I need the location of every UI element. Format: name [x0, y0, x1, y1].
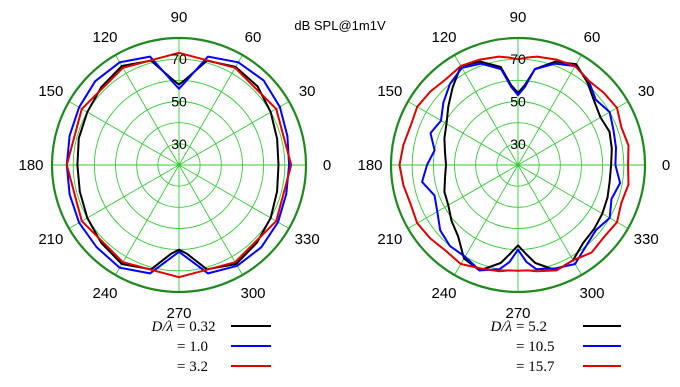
angle-tick-label: 90 [510, 9, 527, 26]
grid-spoke [517, 164, 582, 276]
angle-tick-label: 210 [377, 231, 402, 248]
angle-tick-label: 120 [92, 29, 117, 46]
grid-spoke [407, 164, 519, 229]
radial-tick-label: 30 [171, 136, 187, 152]
angle-tick-label: 330 [634, 231, 659, 248]
series-line [65, 51, 293, 279]
angle-tick-label: 210 [38, 231, 63, 248]
legend-label: = 3.2 [177, 359, 208, 375]
angle-tick-label: 150 [38, 83, 63, 100]
angle-tick-label: 30 [638, 83, 655, 100]
radial-tick-label: 70 [510, 51, 526, 67]
plot-border [389, 36, 647, 294]
right-polar-plot: 30 50 70 0 30 60 90 120 150 180 210 240 270 300 330 [357, 9, 670, 322]
legend-label: = 10.5 [516, 339, 554, 355]
grid-spoke [517, 164, 629, 229]
grid-spoke [454, 54, 519, 166]
grid-spoke [178, 164, 290, 229]
radial-tick-label: 50 [510, 94, 526, 110]
angle-tick-label: 180 [18, 157, 43, 174]
angle-tick-label: 30 [299, 83, 316, 100]
grid-spoke [517, 54, 582, 166]
left-legend: D/λ = 0.32 = 1.0 = 3.2 [151, 319, 271, 375]
legend-label: = 5.2 [516, 319, 547, 335]
angle-tick-label: 0 [323, 157, 331, 174]
legend-label: = 15.7 [516, 359, 555, 375]
angle-tick-label: 150 [377, 83, 402, 100]
legend-variable: D/λ [151, 319, 174, 335]
angle-tick-label: 240 [431, 285, 456, 302]
grid-spoke [68, 101, 180, 166]
angle-tick-label: 270 [505, 305, 530, 322]
angle-tick-label: 330 [295, 231, 320, 248]
series-line [398, 55, 630, 273]
grid-spoke [115, 164, 180, 276]
legend-label: = 0.32 [177, 319, 215, 335]
angle-tick-label: 300 [579, 285, 604, 302]
grid-spoke [178, 54, 243, 166]
angle-tick-label: 180 [357, 157, 382, 174]
grid-spoke [178, 164, 243, 276]
angle-tick-label: 60 [584, 29, 601, 46]
grid-spoke [407, 101, 519, 166]
left-polar-plot: 30 50 70 0 30 60 90 120 150 180 210 240 270 300 330 [18, 9, 331, 322]
radial-tick-label: 50 [171, 94, 187, 110]
grid-spoke [115, 54, 180, 166]
legend-label: = 1.0 [177, 339, 208, 355]
angle-tick-label: 0 [662, 157, 670, 174]
angle-tick-label: 120 [431, 29, 456, 46]
angle-tick-label: 270 [166, 305, 191, 322]
chart-title: dB SPL@1m1V [294, 18, 386, 33]
angle-tick-label: 240 [92, 285, 117, 302]
plot-border [50, 36, 308, 294]
radial-tick-label: 30 [510, 136, 526, 152]
legend-variable: D/λ [490, 319, 513, 335]
right-legend: D/λ = 5.2 = 10.5 = 15.7 [490, 319, 621, 375]
angle-tick-label: 60 [245, 29, 262, 46]
grid-spoke [178, 101, 290, 166]
grid-spoke [68, 164, 180, 229]
series-line [443, 60, 613, 272]
angle-tick-label: 300 [240, 285, 265, 302]
angle-tick-label: 90 [171, 9, 188, 26]
radial-tick-label: 70 [171, 51, 187, 67]
